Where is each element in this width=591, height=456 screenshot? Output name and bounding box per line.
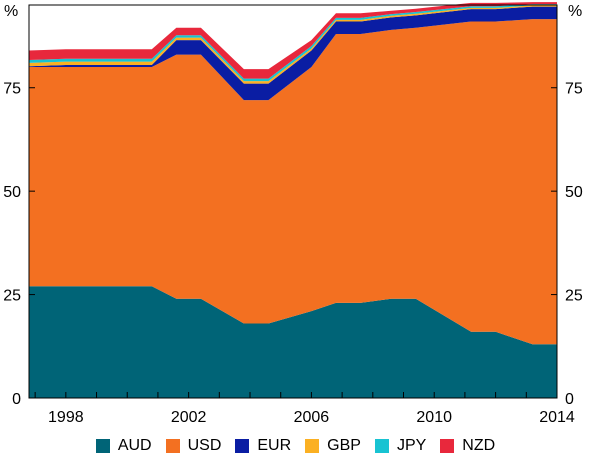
legend-label: NZD <box>462 437 496 454</box>
y-tick-label-right: 0 <box>565 391 574 408</box>
legend-label: GBP <box>327 437 361 454</box>
legend-label: USD <box>187 437 222 454</box>
legend-swatch <box>374 439 389 453</box>
axis-ticks: 0 0 25 25 50 50 75 75 1998 2002 2006 2010 2014 <box>3 81 583 426</box>
legend-swatch <box>305 439 320 453</box>
legend-swatch <box>165 439 180 453</box>
legend-label: AUD <box>117 437 152 454</box>
area-usd <box>29 19 557 345</box>
series-areas <box>29 2 557 398</box>
y-tick-label-right: 50 <box>565 184 583 201</box>
y-axis-label-left: % <box>4 3 18 20</box>
legend-swatch <box>235 439 250 453</box>
y-tick-label-right: 75 <box>565 81 583 98</box>
plot-frame <box>28 4 558 399</box>
legend-item-aud: AUD <box>95 437 152 455</box>
x-tick-label: 2010 <box>416 409 452 426</box>
legend-label: JPY <box>396 437 427 454</box>
area-aud <box>29 286 557 398</box>
legend-swatch <box>95 439 110 453</box>
y-tick-label-right: 25 <box>565 288 583 305</box>
y-tick-label-left: 0 <box>12 391 21 408</box>
legend-label: EUR <box>257 437 292 454</box>
legend-item-usd: USD <box>165 437 222 455</box>
x-tick-label: 2014 <box>539 409 575 426</box>
legend: AUD USD EUR GBP JPY NZD <box>0 436 591 456</box>
x-tick-label: 2006 <box>294 409 330 426</box>
legend-item-nzd: NZD <box>440 437 495 455</box>
x-tick-label: 1998 <box>48 409 84 426</box>
y-tick-label-left: 25 <box>3 288 21 305</box>
x-tick-label: 2002 <box>171 409 207 426</box>
y-axis-label-right: % <box>568 3 582 20</box>
y-tick-label-left: 50 <box>3 184 21 201</box>
legend-item-jpy: JPY <box>374 437 427 455</box>
legend-swatch <box>440 439 455 453</box>
area-eur <box>29 6 557 101</box>
y-tick-label-left: 75 <box>3 81 21 98</box>
legend-item-gbp: GBP <box>305 437 361 455</box>
legend-item-eur: EUR <box>235 437 291 455</box>
